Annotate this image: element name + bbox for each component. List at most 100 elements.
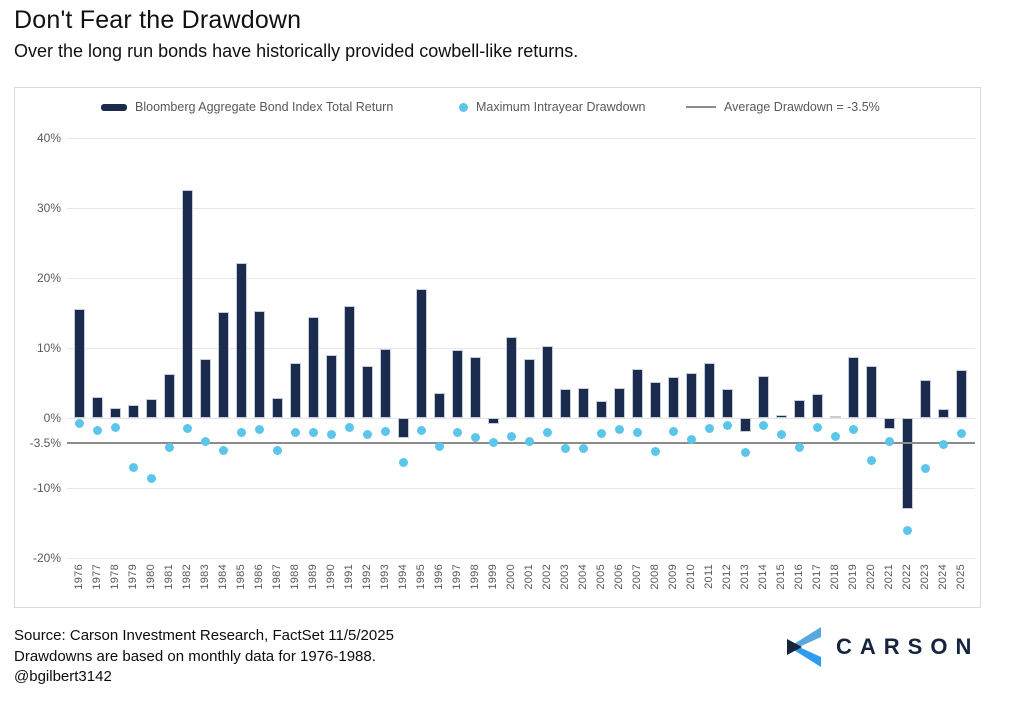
return-bar-2015 [775, 414, 787, 418]
drawdown-dot-1980 [146, 474, 156, 484]
y-axis-label: 40% [36, 131, 61, 145]
drawdown-dot-2017 [812, 422, 822, 432]
drawdown-dot-2020 [866, 456, 876, 466]
return-bar-1979 [127, 404, 139, 418]
drawdown-dot-2011 [704, 424, 714, 433]
drawdown-dot-2003 [560, 444, 570, 454]
drawdown-dot-1991 [344, 422, 354, 432]
drawdown-dot-2025 [956, 428, 966, 438]
x-axis-label-2014: 2014 [757, 564, 769, 590]
drawdown-dot-1987 [272, 446, 282, 456]
x-axis-label-1997: 1997 [451, 564, 463, 590]
carson-logo: CARSON [786, 627, 979, 667]
carson-logo-icon [787, 627, 821, 667]
return-bar-2014 [757, 376, 769, 418]
legend-label-average: Average Drawdown = -3.5% [724, 100, 880, 114]
y-axis-label: 20% [36, 271, 61, 285]
gridline-20 [67, 278, 975, 279]
x-axis-label-1982: 1982 [181, 564, 193, 590]
drawdown-dot-2015 [776, 430, 786, 440]
gridline-30 [67, 208, 975, 209]
page-title: Don't Fear the Drawdown [14, 6, 302, 34]
drawdown-dot-1998 [470, 433, 480, 443]
drawdown-dot-2019 [848, 425, 858, 435]
x-axis-label-1985: 1985 [235, 564, 247, 590]
return-bar-1985 [235, 263, 247, 418]
x-axis-label-2019: 2019 [847, 564, 859, 590]
x-axis-label-1977: 1977 [91, 564, 103, 590]
x-axis-label-2021: 2021 [883, 564, 895, 590]
drawdown-dot-1978 [110, 422, 120, 432]
drawdown-dot-1979 [128, 463, 138, 473]
drawdown-dot-2000 [506, 432, 516, 442]
legend-label-drawdown: Maximum Intrayear Drawdown [476, 100, 646, 114]
drawdown-dot-1990 [326, 430, 336, 440]
return-bar-1987 [271, 398, 283, 418]
return-bar-2008 [649, 381, 661, 418]
drawdown-dot-2023 [920, 463, 930, 473]
return-bar-2010 [685, 372, 697, 418]
x-axis-label-2005: 2005 [595, 564, 607, 590]
return-bar-2004 [577, 387, 589, 418]
return-bar-1977 [91, 397, 103, 418]
drawdown-dot-2006 [614, 424, 624, 434]
drawdown-dot-1976 [74, 419, 84, 429]
return-bar-2000 [505, 336, 517, 418]
return-bar-2018 [829, 416, 841, 418]
x-axis-label-1995: 1995 [415, 564, 427, 590]
return-bar-2019 [847, 357, 859, 418]
x-axis-label-2010: 2010 [685, 564, 697, 590]
average-drawdown-line [67, 441, 975, 444]
x-axis-label-1998: 1998 [469, 564, 481, 590]
return-bar-2025 [955, 370, 967, 418]
x-axis-label-1993: 1993 [379, 564, 391, 590]
return-bar-1997 [451, 350, 463, 418]
x-axis-label-2013: 2013 [739, 564, 751, 590]
x-axis-label-1996: 1996 [433, 564, 445, 590]
y-axis-label: -20% [32, 551, 61, 565]
x-axis-label-1978: 1978 [109, 564, 121, 590]
x-axis-label-2004: 2004 [577, 564, 589, 590]
return-bar-2009 [667, 376, 679, 418]
return-bar-1998 [469, 357, 481, 418]
return-bar-1991 [343, 306, 355, 418]
drawdown-dot-1984 [218, 446, 228, 456]
return-bar-1976 [73, 308, 85, 418]
drawdown-dot-1986 [254, 425, 264, 435]
x-axis-label-2007: 2007 [631, 564, 643, 590]
return-bar-2003 [559, 389, 571, 418]
drawdown-dot-2014 [758, 420, 768, 430]
drawdown-dot-1982 [182, 424, 192, 433]
return-bar-2017 [811, 393, 823, 418]
x-axis-label-1988: 1988 [289, 564, 301, 590]
drawdown-dot-1992 [362, 430, 372, 440]
drawdown-dot-2013 [740, 447, 750, 457]
gridline-40 [67, 138, 975, 139]
x-axis-label-1986: 1986 [253, 564, 265, 590]
gridline-10 [67, 348, 975, 349]
drawdown-dot-1999 [488, 438, 498, 447]
y-axis-label: 30% [36, 201, 61, 215]
x-axis-label-1980: 1980 [145, 564, 157, 590]
x-axis-label-1976: 1976 [73, 564, 85, 590]
return-bar-1992 [361, 366, 373, 418]
carson-logo-text: CARSON [836, 634, 980, 659]
drawdown-dot-2024 [938, 440, 948, 450]
x-axis-label-1991: 1991 [343, 564, 355, 590]
x-axis-label-1979: 1979 [127, 564, 139, 590]
source-line: Source: Carson Investment Research, Fact… [14, 627, 394, 644]
x-axis-label-1999: 1999 [487, 564, 499, 590]
return-bar-2024 [937, 408, 949, 418]
return-bar-1978 [109, 408, 121, 418]
return-bar-1983 [199, 359, 211, 418]
return-bar-2013 [739, 418, 751, 432]
x-axis-label-2011: 2011 [703, 564, 715, 589]
return-bar-2023 [919, 379, 931, 418]
drawdown-dot-1996 [434, 442, 444, 452]
return-bar-2007 [631, 369, 643, 418]
x-axis-label-2009: 2009 [667, 564, 679, 590]
drawdown-dot-2012 [722, 420, 732, 430]
author-handle: @bgilbert3142 [14, 668, 112, 685]
drawdown-dot-1995 [416, 426, 426, 436]
x-axis-label-2016: 2016 [793, 564, 805, 590]
